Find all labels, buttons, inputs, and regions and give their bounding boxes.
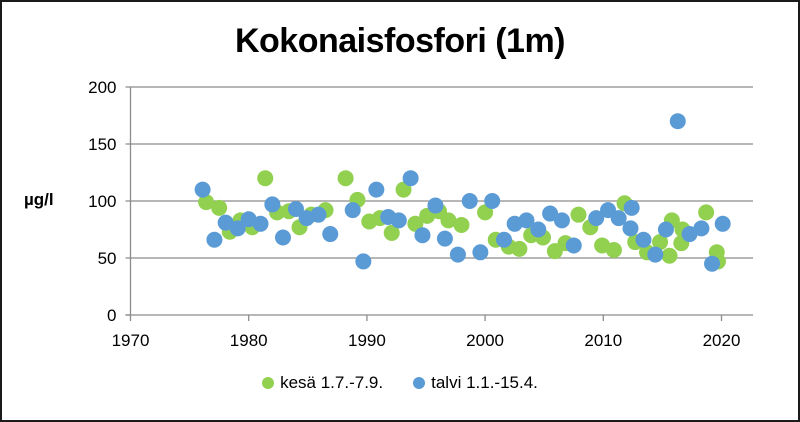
data-point [427,197,444,214]
green-circle-icon [262,377,275,389]
data-point [390,212,407,229]
data-point [484,193,501,209]
data-point [623,199,640,216]
data-point [530,221,547,238]
legend-item-talvi: talvi 1.1.-15.4. [413,373,538,393]
data-point [565,237,582,254]
data-point [461,193,478,209]
data-point [322,226,339,243]
data-point [622,220,639,237]
data-point [635,231,652,248]
data-point [453,216,470,233]
data-point [355,253,372,270]
data-point [344,202,361,219]
data-point [588,210,605,227]
data-point [647,246,664,263]
data-point [698,204,715,221]
data-point [704,255,721,272]
legend: kesä 1.7.-7.9. talvi 1.1.-15.4. [2,373,798,393]
data-point [477,204,494,221]
data-point [693,220,710,237]
data-point [206,231,223,248]
legend-label: talvi 1.1.-15.4. [431,373,538,392]
data-point [229,220,246,237]
data-point [194,181,211,198]
data-point [449,246,466,263]
legend-label: kesä 1.7.-7.9. [280,373,384,392]
axes [125,87,753,321]
data-point [395,181,412,198]
data-point [414,227,431,244]
data-point [257,170,274,187]
x-tick-label: 1970 [112,331,150,350]
data-point [610,210,627,227]
x-tick-label: 2010 [584,331,622,350]
data-point [211,199,228,216]
data-point [669,113,686,130]
data-point [661,247,678,264]
data-point [605,242,622,259]
blue-circle-icon [413,377,426,389]
y-tick-label: 200 [88,78,116,97]
x-tick-label: 1990 [348,331,386,350]
data-point [368,181,385,198]
data-point [511,240,528,257]
data-point [542,205,559,222]
y-axis-label: µg/l [24,190,54,209]
y-tick-label: 100 [88,192,116,211]
series-talvi-markers [194,113,731,272]
data-point [264,196,281,213]
x-tick-label: 2000 [466,331,504,350]
data-point [681,226,698,243]
data-point [217,214,234,231]
y-tick-label: 50 [98,249,117,268]
legend-item-kesa: kesä 1.7.-7.9. [262,373,383,393]
data-point [652,234,669,251]
data-point [337,170,354,187]
x-tick-label: 2020 [703,331,741,350]
data-point [714,215,731,232]
data-point [252,215,269,232]
data-point [440,212,457,229]
data-point [496,231,513,248]
data-point [383,224,400,241]
chart-title: Kokonaisfosfori (1m) [234,22,566,60]
data-point [310,206,327,223]
data-point [472,244,489,261]
data-point [518,212,535,229]
x-axis-ticks: 1970 1980 1990 2000 2010 2020 [112,331,741,350]
data-point [657,221,674,238]
y-tick-label: 150 [88,135,116,154]
data-point [407,215,424,232]
data-point [570,206,587,223]
y-axis-ticks: 0 50 100 150 200 [88,78,116,325]
y-tick-label: 0 [107,306,116,325]
data-point [274,229,291,246]
data-point [287,200,304,217]
data-point [436,230,453,247]
x-tick-label: 1980 [230,331,268,350]
data-point [198,194,215,211]
data-point [402,170,419,187]
data-point [553,212,570,229]
